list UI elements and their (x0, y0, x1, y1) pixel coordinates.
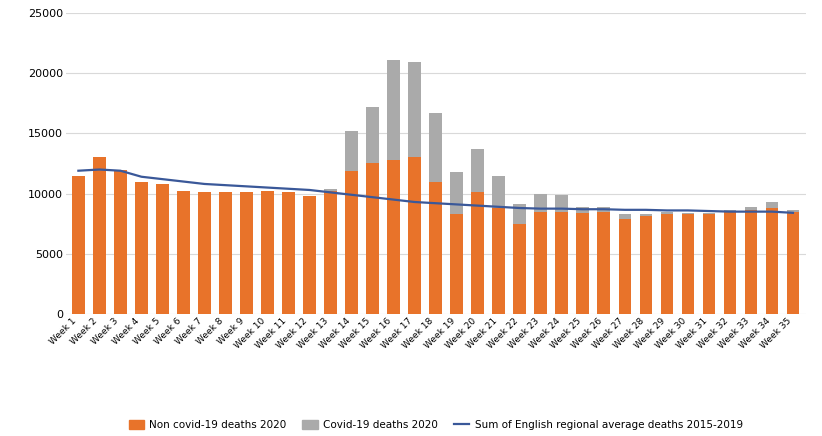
Sum of English regional average deaths 2015-2019 (641, 207, 651, 212)
Bar (450, 214, 463, 314)
Sum of English regional average deaths 2015-2019 (473, 203, 483, 208)
Bar (219, 192, 232, 314)
Bar (387, 60, 400, 160)
Bar (534, 211, 547, 314)
Bar (345, 131, 358, 171)
Bar (514, 204, 526, 224)
Sum of English regional average deaths 2015-2019 (556, 206, 566, 211)
Bar (703, 214, 715, 314)
Bar (367, 164, 379, 314)
Sum of English regional average deaths 2015-2019 (347, 192, 357, 198)
Sum of English regional average deaths 2015-2019 (95, 167, 104, 172)
Bar (598, 207, 610, 211)
Bar (240, 192, 253, 314)
Bar (429, 181, 442, 314)
Bar (576, 213, 589, 314)
Bar (324, 191, 337, 314)
Bar (787, 211, 799, 314)
Sum of English regional average deaths 2015-2019 (178, 179, 188, 184)
Bar (409, 157, 421, 314)
Sum of English regional average deaths 2015-2019 (389, 197, 399, 202)
Bar (556, 195, 568, 211)
Bar (345, 171, 358, 314)
Bar (534, 194, 547, 211)
Bar (640, 216, 652, 314)
Sum of English regional average deaths 2015-2019 (767, 209, 777, 214)
Bar (156, 184, 169, 314)
Sum of English regional average deaths 2015-2019 (599, 207, 609, 212)
Sum of English regional average deaths 2015-2019 (262, 185, 272, 190)
Bar (661, 211, 673, 214)
Sum of English regional average deaths 2015-2019 (284, 186, 293, 191)
Sum of English regional average deaths 2015-2019 (367, 194, 377, 200)
Bar (661, 214, 673, 314)
Sum of English regional average deaths 2015-2019 (305, 187, 315, 193)
Bar (178, 191, 190, 314)
Sum of English regional average deaths 2015-2019 (515, 205, 524, 211)
Bar (471, 192, 484, 314)
Sum of English regional average deaths 2015-2019 (683, 208, 693, 213)
Bar (723, 211, 737, 314)
Sum of English regional average deaths 2015-2019 (136, 174, 146, 179)
Bar (576, 207, 589, 213)
Bar (640, 214, 652, 216)
Bar (93, 157, 106, 314)
Sum of English regional average deaths 2015-2019 (115, 168, 125, 174)
Sum of English regional average deaths 2015-2019 (431, 201, 441, 206)
Sum of English regional average deaths 2015-2019 (326, 190, 335, 195)
Legend: Non covid-19 deaths 2020, Covid-19 deaths 2020, Sum of English regional average : Non covid-19 deaths 2020, Covid-19 death… (124, 416, 747, 434)
Bar (598, 211, 610, 314)
Sum of English regional average deaths 2015-2019 (220, 183, 230, 188)
Sum of English regional average deaths 2015-2019 (725, 209, 735, 214)
Sum of English regional average deaths 2015-2019 (536, 206, 546, 211)
Bar (429, 113, 442, 181)
Bar (261, 191, 274, 314)
Bar (135, 181, 148, 314)
Bar (471, 149, 484, 192)
Bar (681, 214, 694, 314)
Bar (367, 107, 379, 164)
Sum of English regional average deaths 2015-2019 (242, 184, 252, 189)
Line: Sum of English regional average deaths 2015-2019: Sum of English regional average deaths 2… (78, 170, 793, 213)
Bar (72, 176, 85, 314)
Sum of English regional average deaths 2015-2019 (704, 208, 713, 214)
Bar (324, 189, 337, 191)
Sum of English regional average deaths 2015-2019 (200, 181, 210, 187)
Bar (492, 176, 505, 208)
Bar (282, 192, 295, 314)
Sum of English regional average deaths 2015-2019 (158, 177, 168, 182)
Bar (745, 211, 757, 314)
Sum of English regional average deaths 2015-2019 (746, 209, 756, 214)
Bar (618, 219, 631, 314)
Bar (198, 192, 210, 314)
Bar (765, 208, 778, 314)
Sum of English regional average deaths 2015-2019 (620, 207, 630, 212)
Bar (618, 214, 631, 219)
Bar (681, 213, 694, 214)
Sum of English regional average deaths 2015-2019 (409, 199, 419, 204)
Sum of English regional average deaths 2015-2019 (662, 208, 672, 213)
Bar (114, 170, 127, 314)
Bar (514, 224, 526, 314)
Bar (409, 62, 421, 157)
Bar (303, 196, 316, 314)
Sum of English regional average deaths 2015-2019 (788, 210, 798, 215)
Bar (765, 202, 778, 208)
Sum of English regional average deaths 2015-2019 (452, 202, 462, 207)
Bar (492, 208, 505, 314)
Bar (745, 207, 757, 211)
Bar (556, 211, 568, 314)
Sum of English regional average deaths 2015-2019 (73, 168, 83, 174)
Sum of English regional average deaths 2015-2019 (494, 204, 504, 209)
Bar (703, 213, 715, 214)
Sum of English regional average deaths 2015-2019 (578, 207, 588, 212)
Bar (387, 160, 400, 314)
Bar (450, 172, 463, 214)
